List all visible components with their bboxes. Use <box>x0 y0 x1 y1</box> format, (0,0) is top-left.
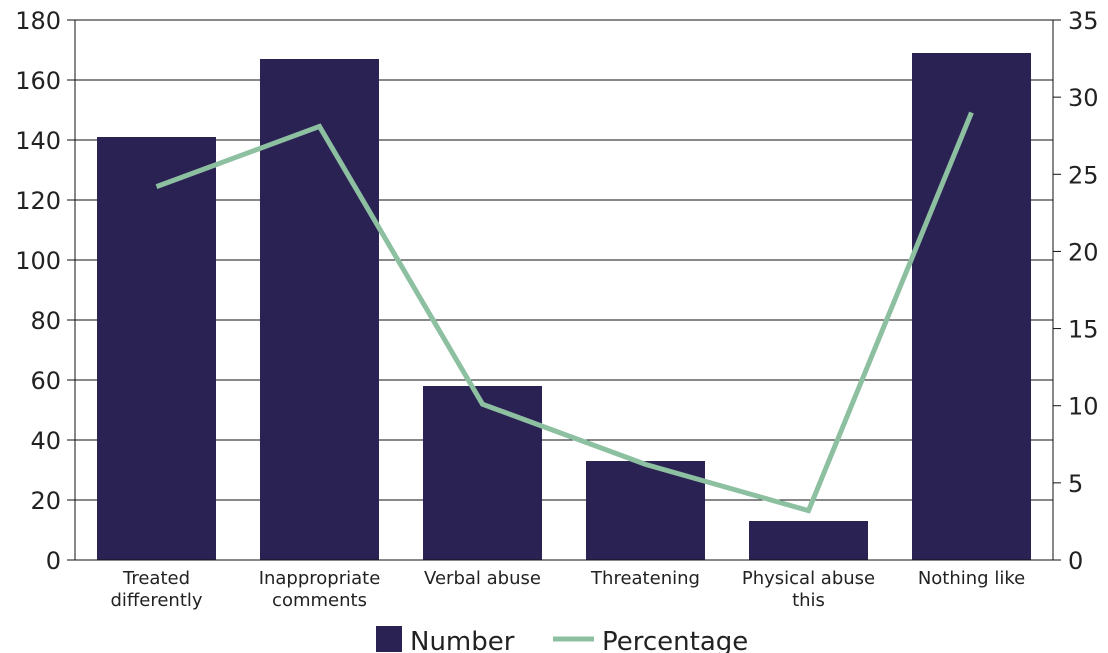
left-tick-label: 20 <box>30 487 61 515</box>
bar <box>97 137 216 560</box>
category-axis-labels: Treated differently Inappropriate comments V… <box>110 568 1025 611</box>
bar-series-number <box>97 53 1031 560</box>
left-tick-label: 100 <box>15 247 61 275</box>
category-label: Physical abuse this <box>742 568 875 611</box>
percentage-line <box>155 111 974 514</box>
category-label: Threatening <box>590 568 700 589</box>
left-tick-label: 180 <box>15 7 61 35</box>
right-tick-label: 30 <box>1068 84 1099 112</box>
right-tick-label: 10 <box>1068 393 1099 421</box>
left-tick-label: 60 <box>30 367 61 395</box>
bar <box>749 521 868 560</box>
left-axis-ticks: 0 20 40 60 80 100 120 140 160 180 <box>15 7 75 575</box>
legend: Number Percentage <box>376 626 748 653</box>
right-tick-label: 35 <box>1068 7 1099 35</box>
legend-label-percentage: Percentage <box>602 627 748 653</box>
gridlines <box>75 19 1053 561</box>
category-label: Nothing like <box>918 568 1025 589</box>
left-tick-label: 160 <box>15 67 61 95</box>
category-label: Verbal abuse <box>424 568 541 589</box>
right-tick-label: 5 <box>1068 470 1083 498</box>
bar <box>912 53 1031 560</box>
legend-label-number: Number <box>410 627 515 653</box>
right-tick-label: 20 <box>1068 238 1099 266</box>
line-series-percentage <box>155 111 974 514</box>
legend-swatch-number <box>376 626 402 652</box>
plot-frame <box>74 20 1054 561</box>
category-label: Inappropriate comments <box>259 568 381 611</box>
right-axis-ticks: 0 5 10 15 20 25 30 35 <box>1053 7 1099 575</box>
left-tick-label: 80 <box>30 307 61 335</box>
left-tick-label: 140 <box>15 127 61 155</box>
category-label: Treated differently <box>110 568 202 611</box>
right-tick-label: 0 <box>1068 547 1083 575</box>
right-tick-label: 15 <box>1068 316 1099 344</box>
right-tick-label: 25 <box>1068 161 1099 189</box>
bar <box>423 386 542 560</box>
left-tick-label: 0 <box>46 547 61 575</box>
left-tick-label: 120 <box>15 187 61 215</box>
left-tick-label: 40 <box>30 427 61 455</box>
bar <box>260 59 379 560</box>
